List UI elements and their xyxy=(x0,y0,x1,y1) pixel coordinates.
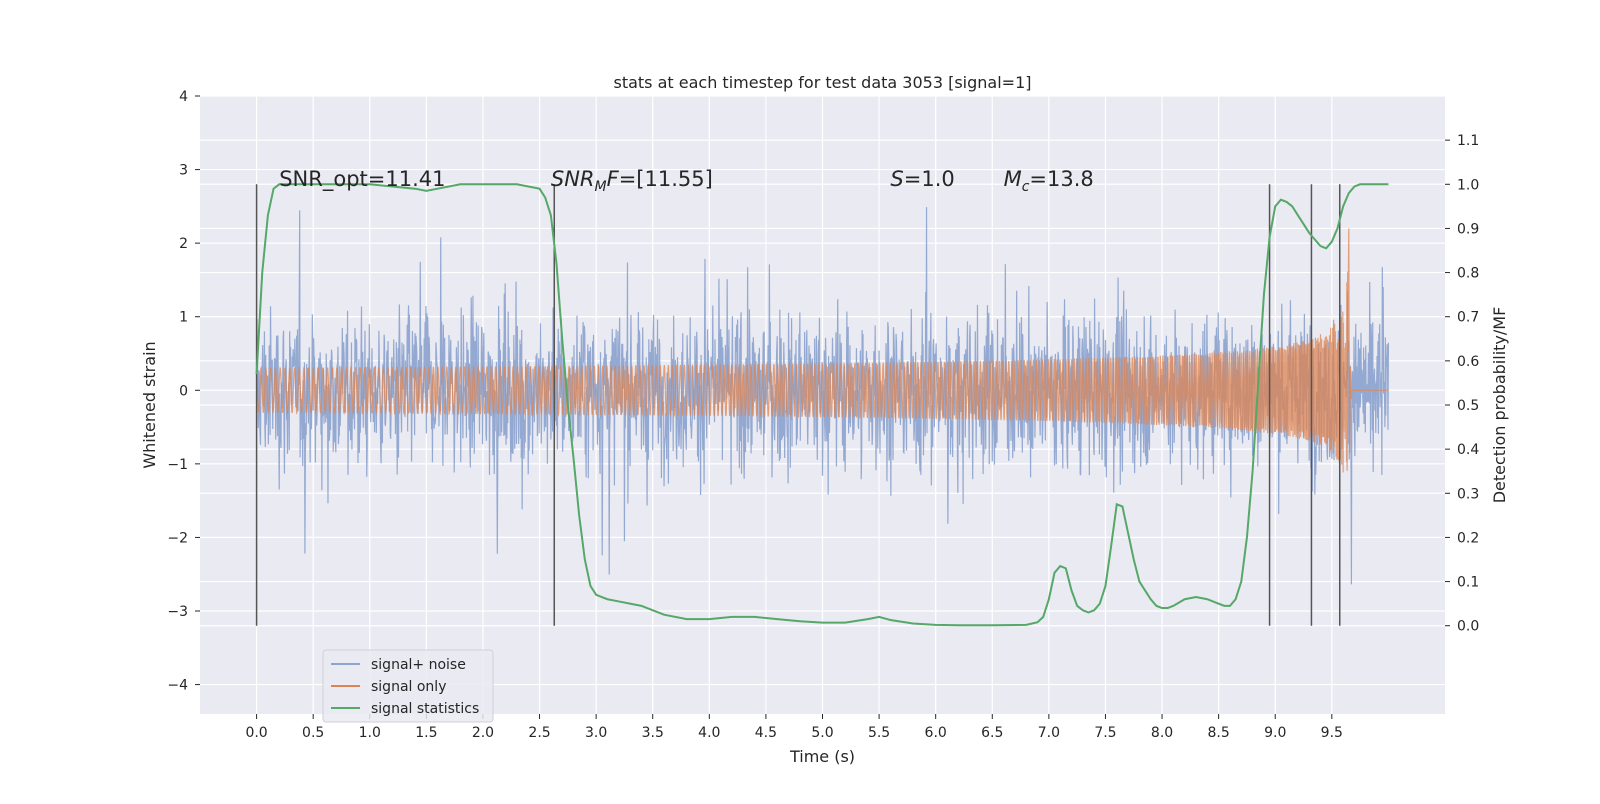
x-tick-label: 2.0 xyxy=(472,725,494,741)
y-right-tick-label: 0.9 xyxy=(1457,221,1479,237)
x-tick-label: 5.5 xyxy=(868,725,890,741)
y-right-tick-label: 0.1 xyxy=(1457,575,1479,591)
x-tick-label: 1.0 xyxy=(359,725,381,741)
x-tick-label: 1.5 xyxy=(415,725,437,741)
x-tick-label: 5.0 xyxy=(811,725,833,741)
legend-label: signal statistics xyxy=(371,701,479,717)
x-axis-label: Time (s) xyxy=(789,747,855,766)
legend-label: signal+ noise xyxy=(371,657,466,673)
y-left-tick-label: 2 xyxy=(179,236,188,252)
y-right-tick-label: 1.1 xyxy=(1457,133,1479,149)
legend-label: signal only xyxy=(371,679,446,695)
stats-line xyxy=(255,183,1389,627)
signal-trace xyxy=(255,228,1389,473)
y-left-tick-label: −1 xyxy=(167,457,188,473)
y-left-axis-label: Whitened strain xyxy=(140,341,159,468)
y-right-tick-label: 0.5 xyxy=(1457,398,1479,414)
x-tick-label: 9.0 xyxy=(1264,725,1286,741)
y-right-tick-label: 0.8 xyxy=(1457,266,1479,282)
y-right-tick-label: 1.0 xyxy=(1457,177,1479,193)
x-tick-label: 4.5 xyxy=(755,725,777,741)
y-right-tick-label: 0.7 xyxy=(1457,310,1479,326)
legend: signal+ noise signal only signal statistic… xyxy=(322,649,494,723)
legend-box xyxy=(322,649,494,723)
x-tick-label: 8.0 xyxy=(1151,725,1173,741)
x-tick-label: 6.0 xyxy=(925,725,947,741)
y-left-tick-label: 4 xyxy=(179,89,188,105)
annotation-snr-opt: SNR_opt=11.41 xyxy=(279,167,445,192)
x-tick-label: 0.5 xyxy=(302,725,324,741)
x-tick-label: 6.5 xyxy=(981,725,1003,741)
x-tick-label: 3.0 xyxy=(585,725,607,741)
x-tick-label: 2.5 xyxy=(528,725,550,741)
x-tick-label: 7.0 xyxy=(1038,725,1060,741)
y-right-tick-label: 0.3 xyxy=(1457,486,1479,502)
y-left-tick-label: 1 xyxy=(179,310,188,326)
x-tick-label: 7.5 xyxy=(1094,725,1116,741)
x-tick-label: 0.0 xyxy=(245,725,267,741)
y-right-tick-label: 0.2 xyxy=(1457,530,1479,546)
y-left-tick-label: 0 xyxy=(179,383,188,399)
y-right-tick-label: 0.4 xyxy=(1457,442,1479,458)
y-left-tick-label: −3 xyxy=(167,604,188,620)
x-tick-label: 4.0 xyxy=(698,725,720,741)
axes-layer: 0.0 0.5 1.0 1.5 2.0 2.5 3.0 3.5 4.0 4.5 5.0 5.5 6.0 6… xyxy=(140,73,1509,766)
annotation-snr-mf: SNRMF=[11.55] xyxy=(551,167,713,195)
y-left-tick-label: −2 xyxy=(167,530,188,546)
y-right-axis-label: Detection probability/MF xyxy=(1490,307,1509,504)
chart-title: stats at each timestep for test data 305… xyxy=(613,73,1031,92)
signal-statistics-series xyxy=(255,183,1389,627)
x-tick-label: 3.5 xyxy=(642,725,664,741)
annotation-s: S=1.0 xyxy=(890,167,954,191)
annotation-layer: SNR_opt=11.41 SNRMF=[11.55] S=1.0 Mc=13.8 xyxy=(279,167,1094,195)
y-left-tick-label: 3 xyxy=(179,163,188,179)
signal-only-series xyxy=(255,228,1389,473)
annotation-mc: Mc=13.8 xyxy=(1004,167,1094,195)
y-right-tick-label: 0.0 xyxy=(1457,619,1479,635)
vertical-markers xyxy=(255,184,1341,626)
y-left-tick-label: −4 xyxy=(167,678,188,694)
y-right-tick-label: 0.6 xyxy=(1457,354,1479,370)
x-tick-label: 8.5 xyxy=(1208,725,1230,741)
x-tick-label: 9.5 xyxy=(1321,725,1343,741)
